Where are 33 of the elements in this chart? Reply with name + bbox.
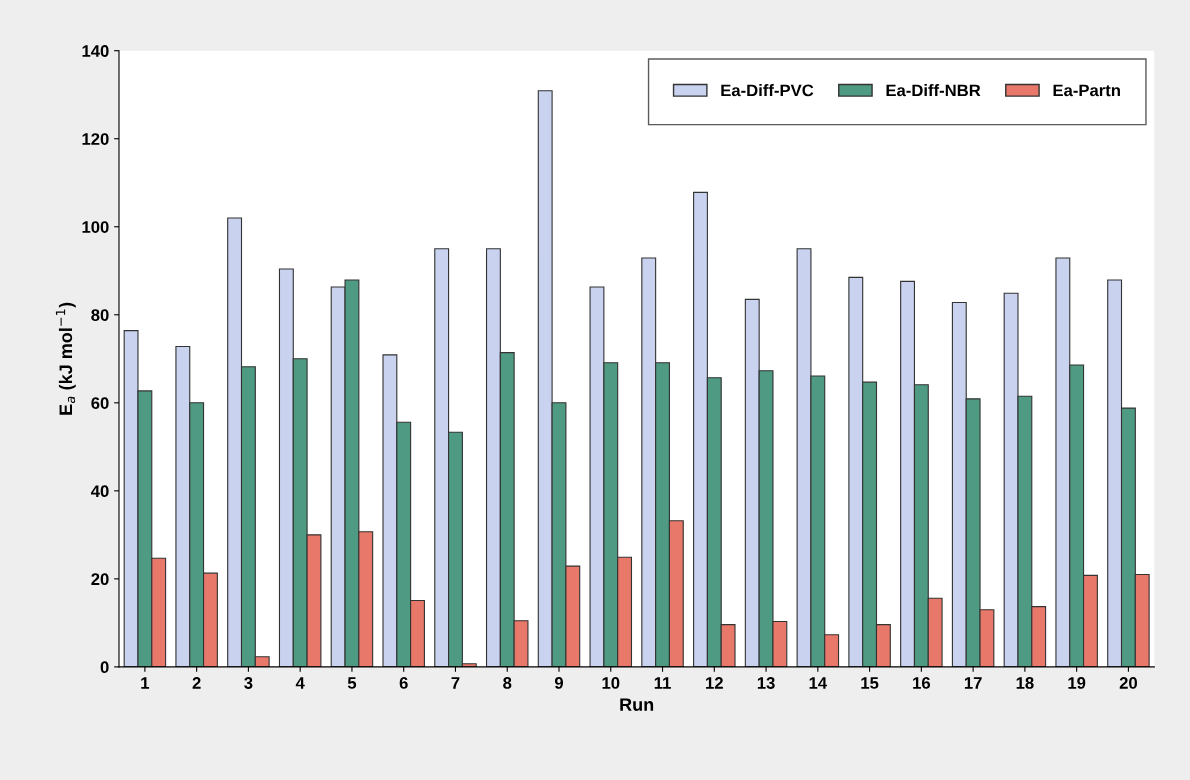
x-tick-label: 15 — [861, 677, 879, 689]
x-tick-label: 9 — [554, 677, 564, 689]
x-tick-label: 20 — [1119, 677, 1137, 689]
x-tick-label: 14 — [809, 677, 828, 689]
x-tick-label: 7 — [451, 677, 460, 689]
x-tick-label: 4 — [295, 677, 305, 689]
x-tick-label: 2 — [192, 677, 201, 689]
x-tick-label: 6 — [399, 677, 408, 689]
x-tick-label: 3 — [244, 677, 253, 689]
x-tick-label: 19 — [1068, 677, 1086, 689]
y-axis-title: E$_{a}$ (kJ mol$^{−1}$) — [55, 302, 76, 415]
x-tick-label: 8 — [503, 677, 512, 689]
x-tick-label: 17 — [964, 677, 982, 689]
y-tick-label: 20 — [91, 573, 109, 586]
legend-label: Ea-Diff-NBR — [886, 84, 981, 97]
x-tick-label: 16 — [913, 677, 931, 689]
x-tick-label: 13 — [757, 677, 775, 689]
y-tick-label: 80 — [91, 309, 109, 321]
y-tick-label: 60 — [91, 397, 109, 410]
x-tick-label: 1 — [141, 677, 150, 689]
y-tick-label: 0 — [100, 661, 109, 674]
y-tick-label: 140 — [82, 45, 109, 57]
legend-label: Ea-Partn — [1053, 84, 1120, 97]
x-axis-title: Run — [620, 698, 654, 711]
x-tick-label: 18 — [1016, 677, 1034, 689]
y-tick-label: 100 — [82, 221, 109, 233]
x-tick-label: 12 — [706, 677, 723, 689]
y-tick-label: 40 — [90, 485, 109, 498]
x-tick-label: 11 — [654, 677, 671, 689]
legend-label: Ea-Diff-PVC — [721, 84, 814, 97]
x-tick-label: 5 — [347, 677, 357, 689]
x-tick-label: 10 — [602, 677, 620, 689]
y-tick-label: 120 — [82, 133, 109, 145]
